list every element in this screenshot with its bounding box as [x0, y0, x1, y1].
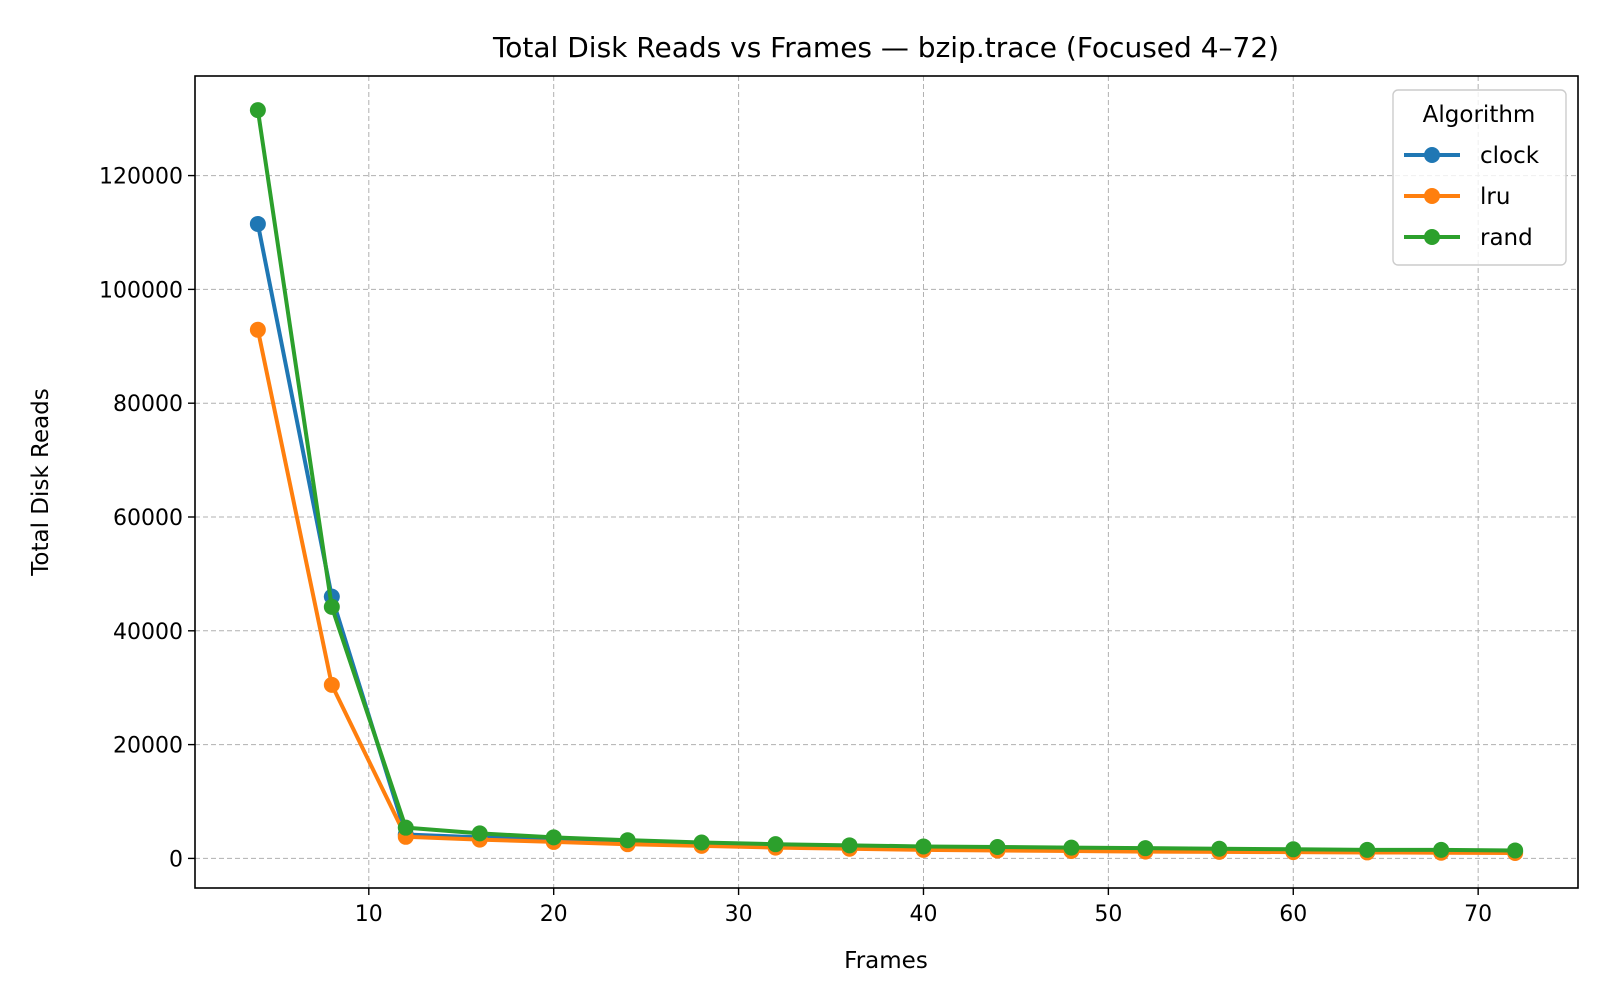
legend-marker-rand — [1424, 229, 1440, 245]
data-point-rand — [471, 825, 488, 842]
data-point-clock — [249, 215, 266, 232]
legend-marker-lru — [1424, 188, 1440, 204]
data-point-rand — [1285, 841, 1302, 858]
legend-title: Algorithm — [1423, 102, 1536, 128]
data-point-rand — [1433, 841, 1450, 858]
legend-frame — [1392, 89, 1567, 266]
data-point-rand — [1063, 839, 1080, 856]
x-tick-label: 30 — [725, 902, 753, 927]
data-point-rand — [915, 838, 932, 855]
data-point-lru — [323, 676, 340, 693]
x-tick-label: 70 — [1464, 902, 1492, 927]
x-axis-title: Frames — [844, 948, 928, 974]
legend-item-rand: rand — [1404, 225, 1533, 251]
data-point-rand — [545, 829, 562, 846]
data-point-rand — [323, 598, 340, 615]
y-axis: 0 20000 40000 60000 80000 100000 120000 — [99, 165, 195, 872]
series-rand — [249, 102, 1524, 859]
data-point-rand — [619, 832, 636, 849]
data-point-rand — [767, 836, 784, 853]
data-point-rand — [1211, 840, 1228, 857]
series-layer — [249, 102, 1524, 862]
legend-label-clock: clock — [1480, 143, 1540, 169]
y-tick-label: 80000 — [113, 392, 183, 417]
y-tick-label: 0 — [169, 847, 183, 872]
legend-marker-clock — [1424, 147, 1440, 163]
data-point-rand — [693, 834, 710, 851]
y-tick-label: 120000 — [99, 165, 183, 190]
plot-area-frame — [194, 75, 1579, 889]
legend-item-clock: clock — [1404, 143, 1540, 169]
y-axis-title: Total Disk Reads — [28, 388, 54, 577]
chart-title: Total Disk Reads vs Frames — bzip.trace … — [492, 31, 1279, 64]
data-point-rand — [397, 819, 414, 836]
data-point-rand — [1359, 841, 1376, 858]
y-tick-label: 100000 — [99, 278, 183, 303]
x-axis: 10 20 30 40 50 60 70 — [355, 888, 1492, 927]
legend-label-rand: rand — [1480, 225, 1533, 251]
legend-item-lru: lru — [1404, 184, 1510, 210]
series-line-rand — [255, 108, 1518, 853]
y-tick-label: 40000 — [113, 620, 183, 645]
x-tick-label: 20 — [540, 902, 568, 927]
data-point-rand — [1137, 840, 1154, 857]
data-point-rand — [841, 837, 858, 854]
grid — [195, 76, 1578, 888]
data-point-rand — [1507, 842, 1524, 859]
x-tick-label: 40 — [909, 902, 937, 927]
legend-items: clock lru rand — [1404, 143, 1540, 251]
data-point-rand — [249, 102, 266, 119]
legend-label-lru: lru — [1480, 184, 1510, 210]
x-tick-label: 60 — [1279, 902, 1307, 927]
series-line-lru — [255, 327, 1518, 855]
legend: Algorithm clock lru rand — [1392, 89, 1567, 266]
data-point-lru — [249, 321, 266, 338]
data-point-rand — [989, 839, 1006, 856]
x-tick-label: 10 — [355, 902, 383, 927]
y-tick-label: 20000 — [113, 734, 183, 759]
x-tick-label: 50 — [1094, 902, 1122, 927]
y-tick-label: 60000 — [113, 506, 183, 531]
